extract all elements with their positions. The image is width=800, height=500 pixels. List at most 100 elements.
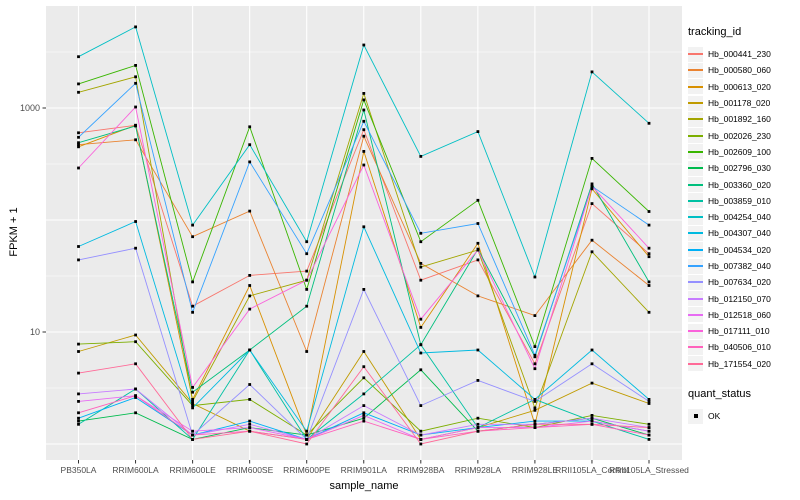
data-point [647, 246, 651, 250]
legend-item-Hb_000441_230: Hb_000441_230 [688, 46, 800, 62]
data-point [191, 433, 194, 437]
legend-key-swatch [688, 307, 703, 323]
data-point [134, 362, 137, 366]
data-point [77, 145, 80, 149]
data-point [647, 422, 651, 426]
legend-item-label: Hb_017111_010 [708, 326, 770, 337]
legend-item-label: Hb_171554_020 [708, 358, 771, 369]
legend-item-label: Hb_001892_160 [708, 114, 771, 125]
data-point [362, 404, 366, 407]
data-point [476, 422, 480, 426]
legend-key-line [688, 232, 703, 235]
data-point [77, 392, 80, 396]
legend-item-Hb_003360_020: Hb_003360_020 [688, 176, 800, 193]
x-tick-label: RRII105LA_Control [555, 465, 629, 475]
data-point [647, 438, 651, 441]
data-point [305, 269, 309, 273]
data-point [77, 400, 80, 403]
data-point [134, 394, 137, 398]
data-point [533, 408, 537, 412]
data-point [305, 240, 309, 244]
legend-key-swatch [688, 95, 703, 111]
data-point [419, 438, 423, 441]
legend: tracking_id Hb_000441_230 Hb_000580_060 Hb… [688, 26, 800, 424]
data-point [533, 355, 537, 359]
legend-key-line [688, 346, 703, 349]
data-point [419, 262, 423, 265]
x-tick-label: RRIM928LE [512, 465, 559, 475]
data-point [533, 400, 537, 403]
x-tick-label: RRIM928LA [455, 465, 502, 475]
data-point [305, 304, 309, 308]
data-point [362, 150, 366, 153]
data-point [590, 184, 594, 188]
legend-key-line [688, 362, 703, 365]
legend-key-swatch [688, 323, 703, 339]
legend-key-line [688, 216, 703, 219]
data-point [77, 258, 80, 262]
legend-key-swatch [688, 177, 703, 193]
data-point [419, 265, 423, 269]
data-point [590, 422, 594, 426]
data-point [134, 64, 137, 67]
x-tick-label: RRIM901LA [341, 465, 388, 475]
data-point [590, 182, 594, 186]
data-point [191, 390, 194, 394]
data-point [305, 278, 309, 282]
data-point [590, 202, 594, 205]
data-point [134, 25, 137, 29]
legend-key-line [688, 199, 703, 202]
data-point [77, 416, 80, 420]
data-point [248, 274, 252, 277]
legend-key-line [688, 248, 703, 251]
data-point [533, 367, 537, 371]
legend-title-tracking-id: tracking_id [688, 26, 742, 38]
data-point [419, 240, 423, 244]
legend-key-line [688, 297, 703, 300]
x-tick-label: RRIM600SE [226, 465, 274, 475]
data-point [191, 438, 194, 441]
data-point [305, 442, 309, 446]
data-point [134, 138, 137, 142]
data-point [419, 326, 423, 329]
data-point [191, 310, 194, 314]
data-point [419, 278, 423, 282]
data-point [647, 429, 651, 433]
legend-item-label: Hb_004534_020 [708, 244, 771, 255]
data-point [533, 345, 537, 348]
data-point [476, 222, 480, 225]
data-point [77, 135, 80, 139]
data-point [647, 284, 651, 287]
legend-item-label: Hb_007382_040 [708, 261, 771, 271]
data-point [134, 246, 137, 250]
data-point [419, 442, 423, 446]
legend-key-line [688, 85, 703, 88]
data-point [419, 155, 423, 158]
legend-item-Hb_002026_230: Hb_002026_230 [688, 127, 800, 144]
legend-key-line [688, 102, 703, 105]
data-point [362, 419, 366, 423]
data-point [191, 429, 194, 433]
data-point [362, 288, 366, 291]
data-point [191, 398, 194, 401]
data-point [419, 317, 423, 321]
legend-item-Hb_001178_020: Hb_001178_020 [688, 95, 800, 111]
legend-key-line [688, 167, 703, 170]
data-point [476, 429, 480, 433]
legend-item-label: Hb_002796_030 [708, 163, 771, 174]
legend-key-swatch [688, 339, 703, 355]
data-point [647, 433, 651, 437]
data-point [77, 90, 80, 94]
legend-item-label: Hb_000613_020 [708, 81, 771, 92]
legend-item-Hb_171554_020: Hb_171554_020 [688, 356, 800, 372]
legend-item-label: Hb_012518_060 [708, 309, 771, 320]
quant-key-swatch [688, 408, 703, 424]
legend-key-swatch [688, 193, 703, 209]
data-point [248, 429, 252, 433]
legend-key-line [688, 281, 703, 284]
data-point [533, 422, 537, 426]
data-point [419, 368, 423, 372]
legend-item-Hb_007634_020: Hb_007634_020 [688, 274, 800, 290]
